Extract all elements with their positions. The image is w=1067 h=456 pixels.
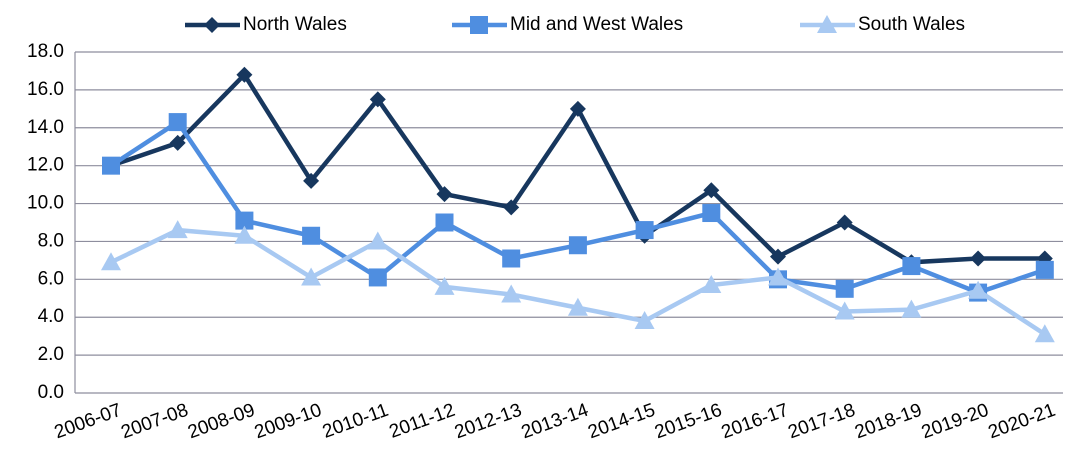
data-point <box>701 275 722 294</box>
legend-marker <box>470 16 488 34</box>
data-point <box>302 226 321 245</box>
y-tick-label: 12.0 <box>27 155 64 176</box>
data-point <box>770 248 786 265</box>
data-point <box>501 284 522 303</box>
y-tick-label: 8.0 <box>38 230 64 251</box>
data-point <box>436 186 453 203</box>
y-tick-label: 16.0 <box>27 79 64 100</box>
data-point <box>1034 324 1055 343</box>
x-tick-label: 2019-20 <box>919 400 992 444</box>
x-tick-label: 2011-12 <box>387 400 458 443</box>
data-point <box>503 199 520 216</box>
data-point <box>569 100 586 117</box>
y-tick-label: 10.0 <box>27 193 64 214</box>
x-tick-label: 2016-17 <box>719 400 792 444</box>
data-point <box>768 267 788 286</box>
legend-label: Mid and West Wales <box>510 14 683 35</box>
data-point <box>102 156 120 175</box>
legend-marker <box>817 15 837 33</box>
x-tick-label: 2013-14 <box>519 400 592 444</box>
data-point <box>235 211 254 230</box>
data-point <box>902 257 921 276</box>
data-point <box>834 301 855 320</box>
data-point <box>702 204 721 223</box>
data-point <box>169 134 186 151</box>
data-point <box>234 225 255 244</box>
x-tick-label: 2010-11 <box>320 400 391 443</box>
y-tick-label: 0.0 <box>38 382 64 403</box>
data-point <box>568 236 587 255</box>
data-point <box>970 250 987 267</box>
x-tick-label: 2014-15 <box>585 400 658 444</box>
data-point <box>367 231 388 250</box>
x-tick-label: 2017-18 <box>785 400 858 444</box>
x-tick-label: 2018-19 <box>852 400 925 444</box>
legend-label: South Wales <box>858 14 965 35</box>
x-tick-label: 2008-09 <box>185 400 258 444</box>
data-point <box>101 252 121 271</box>
x-tick-label: 2007-08 <box>118 400 191 444</box>
data-point <box>703 182 720 199</box>
data-point <box>168 113 187 132</box>
legend-label: North Wales <box>243 14 347 35</box>
y-tick-label: 2.0 <box>38 344 64 365</box>
data-point <box>502 249 521 268</box>
x-tick-label: 2012-13 <box>452 400 525 444</box>
data-point <box>236 66 253 83</box>
y-tick-label: 18.0 <box>27 41 64 62</box>
data-point <box>836 214 853 231</box>
data-point <box>301 267 322 286</box>
x-tick-label: 2006-07 <box>52 400 125 444</box>
y-tick-label: 4.0 <box>38 306 64 327</box>
data-point <box>567 297 588 316</box>
x-tick-label: 2009-10 <box>252 400 325 444</box>
data-point <box>369 91 386 108</box>
data-point <box>968 280 989 299</box>
y-tick-label: 6.0 <box>38 268 64 289</box>
data-point <box>635 221 654 240</box>
data-point <box>901 299 922 318</box>
legend-marker <box>204 17 220 33</box>
data-point <box>634 311 655 330</box>
data-point <box>434 276 455 295</box>
data-point <box>1035 260 1054 279</box>
y-tick-label: 14.0 <box>27 117 64 138</box>
data-point <box>368 268 387 287</box>
x-tick-label: 2015-16 <box>652 400 725 444</box>
data-point <box>167 220 188 239</box>
data-point <box>435 213 454 232</box>
data-point <box>835 279 854 298</box>
data-point <box>303 172 320 189</box>
x-tick-label: 2020-21 <box>986 400 1059 444</box>
